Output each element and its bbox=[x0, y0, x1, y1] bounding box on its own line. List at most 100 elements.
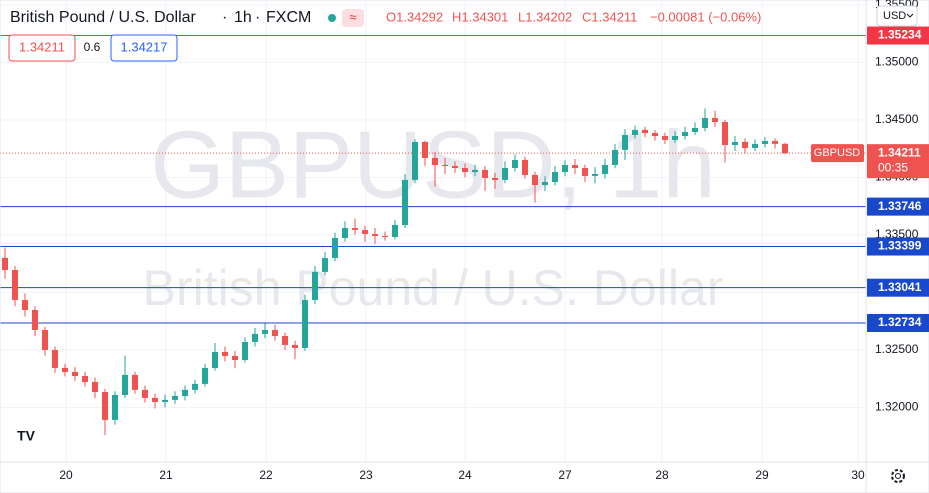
candle-body bbox=[272, 330, 278, 336]
candle-body bbox=[322, 258, 328, 272]
y-tick-label: 1.32500 bbox=[875, 342, 919, 356]
candle-body bbox=[102, 391, 108, 420]
candle-body bbox=[422, 142, 428, 158]
candle-body bbox=[392, 225, 398, 237]
price-label-box bbox=[867, 278, 929, 297]
candle-body bbox=[432, 157, 438, 165]
candle-body bbox=[782, 143, 788, 154]
currency-selector[interactable] bbox=[876, 5, 918, 27]
sell-button[interactable] bbox=[8, 34, 76, 62]
candle-body bbox=[32, 309, 38, 330]
currency: USD bbox=[883, 10, 906, 22]
candle-body bbox=[712, 117, 718, 122]
candle-body bbox=[602, 165, 608, 174]
candle-body bbox=[692, 127, 698, 132]
candle-body bbox=[572, 165, 578, 168]
data-status-icon: ≈ bbox=[349, 9, 356, 24]
candle-body bbox=[82, 375, 88, 382]
x-tick-label: 24 bbox=[458, 468, 472, 482]
symbol-tag: GBPUSD bbox=[814, 147, 861, 159]
candle-body bbox=[192, 383, 198, 390]
candle-body bbox=[552, 172, 558, 183]
candle-body bbox=[592, 173, 598, 176]
price-label: 1.33041 bbox=[878, 280, 922, 294]
watermark-name: British Pound / U.S. Dollar bbox=[143, 260, 724, 316]
candle-body bbox=[202, 367, 208, 384]
candle-body bbox=[402, 179, 408, 226]
exchange: FXCM bbox=[266, 9, 311, 26]
candle-body bbox=[462, 167, 468, 173]
candle-body bbox=[142, 389, 148, 398]
open-value: O1.34292 bbox=[386, 9, 443, 24]
candle-body bbox=[442, 165, 448, 167]
symbol-tag-box bbox=[811, 144, 864, 163]
candle-body bbox=[172, 396, 178, 400]
candle-body bbox=[682, 132, 688, 137]
x-tick-label: 30 bbox=[851, 468, 865, 482]
candle-body bbox=[342, 228, 348, 239]
candle-body bbox=[12, 269, 18, 300]
high-value: H1.34301 bbox=[452, 9, 508, 24]
candle-body bbox=[352, 228, 358, 230]
buy-button[interactable] bbox=[110, 34, 178, 62]
price-label: 1.32734 bbox=[878, 315, 922, 329]
price-label-box bbox=[867, 313, 929, 332]
candle-body bbox=[762, 140, 768, 144]
candle-body bbox=[612, 149, 618, 165]
interval: 1h bbox=[234, 9, 252, 26]
data-status[interactable] bbox=[342, 9, 364, 27]
candle-body bbox=[752, 143, 758, 148]
y-tick-label: 1.34500 bbox=[875, 112, 919, 126]
candle-body bbox=[282, 335, 288, 345]
price-label: 1.35234 bbox=[878, 28, 922, 42]
separator: · bbox=[222, 9, 227, 26]
candle-body bbox=[382, 235, 388, 237]
candle-body bbox=[92, 381, 98, 392]
axes-layer: 2021222324272829301.320001.325001.330001… bbox=[59, 0, 929, 482]
x-tick-label: 23 bbox=[359, 468, 373, 482]
price-label: 1.33746 bbox=[878, 199, 922, 213]
x-tick-label: 27 bbox=[558, 468, 572, 482]
candle-body bbox=[642, 129, 648, 134]
last-price-label: 1.34211 bbox=[878, 145, 921, 159]
candle-body bbox=[302, 299, 308, 348]
candle-body bbox=[472, 169, 478, 173]
countdown: 00:35 bbox=[878, 160, 908, 174]
candle-body bbox=[122, 374, 128, 395]
candle-body bbox=[702, 117, 708, 128]
dropdown-arrow bbox=[906, 13, 914, 18]
y-tick-label: 1.32000 bbox=[875, 400, 919, 414]
candle-body bbox=[412, 142, 418, 180]
ask-price: 1.34217 bbox=[121, 39, 168, 54]
candle-body bbox=[362, 229, 368, 234]
candle-body bbox=[452, 166, 458, 168]
candle-body bbox=[252, 333, 258, 342]
candle-body bbox=[652, 133, 658, 137]
candle-body bbox=[232, 355, 238, 361]
candle-body bbox=[632, 129, 638, 135]
settings-button[interactable] bbox=[891, 469, 905, 483]
candle-body bbox=[132, 374, 138, 390]
separator: · bbox=[255, 9, 260, 26]
bid-price: 1.34211 bbox=[19, 39, 65, 54]
candle-body bbox=[52, 350, 58, 368]
svg-text:TV: TV bbox=[17, 428, 36, 444]
x-tick-label: 20 bbox=[59, 468, 73, 482]
close-value: C1.34211 bbox=[582, 9, 637, 24]
price-label-box bbox=[867, 237, 929, 256]
last-price-box bbox=[867, 144, 929, 179]
candle-body bbox=[262, 330, 268, 334]
candle-body bbox=[562, 165, 568, 173]
candle-body bbox=[112, 394, 118, 420]
candle-body bbox=[152, 397, 158, 402]
candle-body bbox=[662, 136, 668, 140]
candle-body bbox=[372, 233, 378, 236]
candle-body bbox=[732, 142, 738, 145]
market-status[interactable] bbox=[328, 14, 336, 22]
symbol-name: British Pound / U.S. Dollar bbox=[10, 9, 197, 26]
candle-body bbox=[532, 175, 538, 186]
candle-body bbox=[542, 182, 548, 186]
candle-body bbox=[582, 167, 588, 176]
candle-body bbox=[482, 169, 488, 178]
